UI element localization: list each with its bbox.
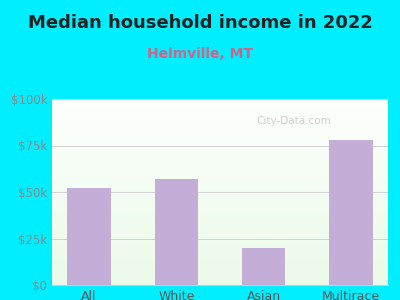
Bar (52, 186, 388, 189)
Bar (52, 183, 388, 186)
Bar (52, 142, 388, 146)
Text: Median household income in 2022: Median household income in 2022 (28, 14, 372, 32)
Bar (52, 158, 388, 161)
Bar (52, 273, 388, 276)
Bar (52, 201, 388, 204)
Bar (52, 198, 388, 201)
Bar (52, 269, 388, 273)
Bar (242, 248, 286, 285)
Bar (52, 133, 388, 136)
Bar (52, 173, 388, 176)
Bar (52, 102, 388, 105)
Bar (52, 99, 388, 102)
Bar (52, 148, 388, 152)
Bar (52, 263, 388, 266)
Bar (67, 188, 111, 285)
Bar (52, 232, 388, 236)
Bar (52, 152, 388, 155)
Bar (52, 204, 388, 208)
Bar (52, 176, 388, 180)
Bar (52, 195, 388, 198)
Bar (52, 121, 388, 124)
Bar (52, 214, 388, 217)
Bar (52, 130, 388, 133)
Bar (52, 211, 388, 214)
Bar (52, 260, 388, 263)
Bar (52, 279, 388, 282)
Bar (52, 105, 388, 108)
Bar (52, 229, 388, 232)
Bar (52, 251, 388, 254)
Bar (52, 254, 388, 257)
Bar (52, 226, 388, 229)
Bar (52, 136, 388, 139)
Bar (329, 140, 373, 285)
Bar (52, 108, 388, 111)
Bar (52, 146, 388, 148)
Bar (52, 236, 388, 238)
Bar (52, 208, 388, 211)
Bar (52, 220, 388, 223)
Bar (52, 115, 388, 118)
Bar (154, 179, 198, 285)
Bar (52, 161, 388, 164)
Bar (52, 276, 388, 279)
Bar (52, 282, 388, 285)
Bar (52, 170, 388, 173)
Bar (52, 164, 388, 167)
Bar (52, 127, 388, 130)
Bar (52, 192, 388, 195)
Bar (52, 217, 388, 220)
Bar (52, 245, 388, 248)
Bar (52, 111, 388, 115)
Bar (52, 167, 388, 170)
Bar (52, 257, 388, 260)
Bar (52, 223, 388, 226)
Bar (52, 124, 388, 127)
Bar (52, 180, 388, 183)
Bar (52, 238, 388, 242)
Text: Helmville, MT: Helmville, MT (147, 46, 253, 61)
Text: City-Data.com: City-Data.com (256, 116, 331, 126)
Bar (52, 248, 388, 251)
Bar (52, 139, 388, 142)
Bar (52, 242, 388, 245)
Bar (52, 266, 388, 269)
Bar (52, 189, 388, 192)
Bar (52, 118, 388, 121)
Bar (52, 155, 388, 158)
